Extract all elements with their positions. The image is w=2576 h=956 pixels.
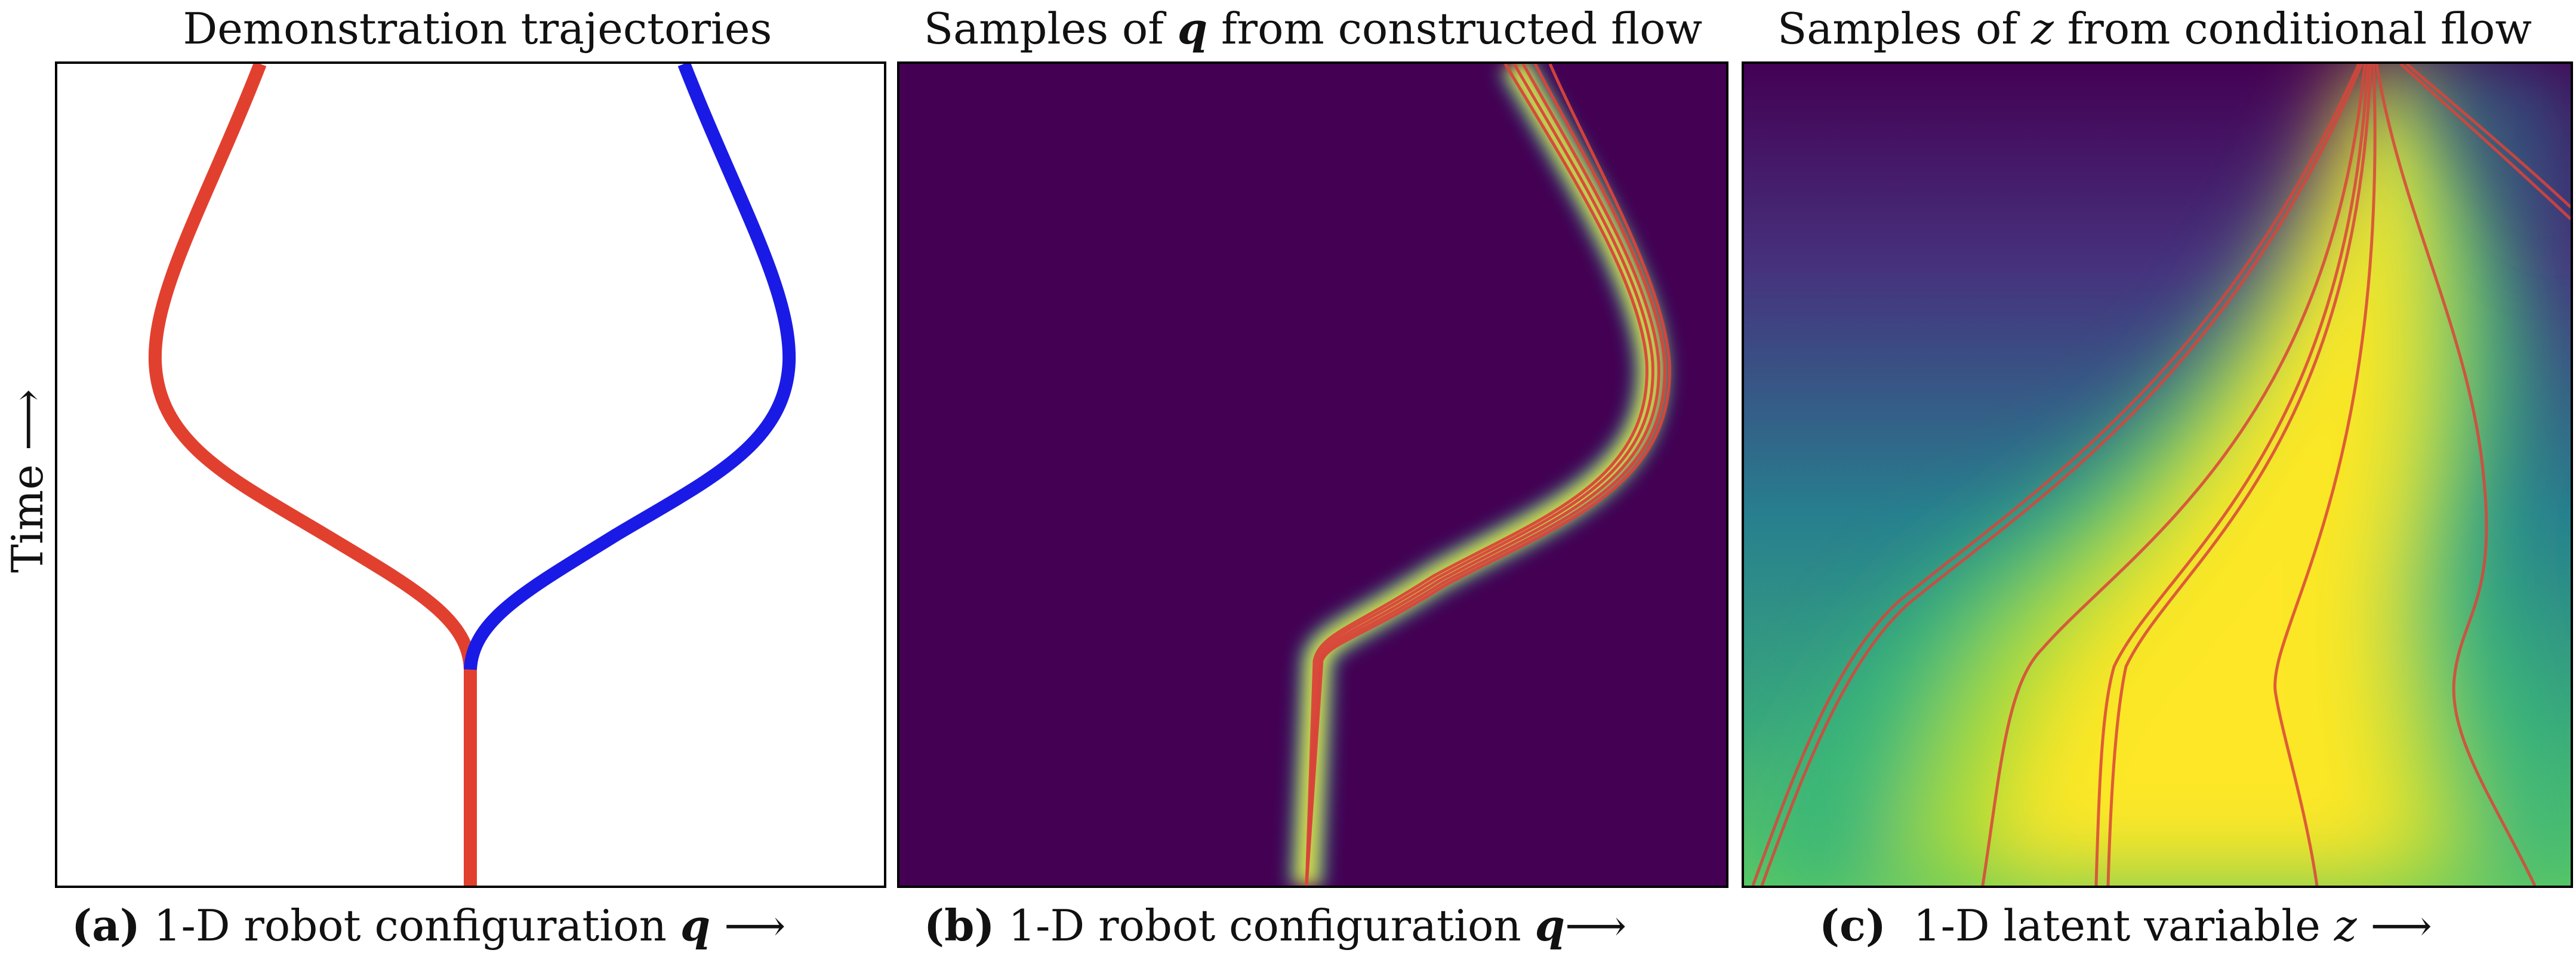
sample-line (1751, 64, 2361, 886)
panel-a-title-text: Demonstration trajectories (183, 4, 772, 54)
panel-a (55, 61, 886, 888)
sample-line (1305, 64, 1666, 886)
panel-b-title-symbol: q (1177, 3, 1208, 54)
panel-c-sample-lines (1751, 64, 2571, 886)
panel-c-plot (1744, 64, 2571, 886)
panel-b-title-suffix: from constructed flow (1207, 4, 1703, 54)
panel-b-caption-letter: (b) (924, 900, 995, 951)
sample-line (1305, 64, 1671, 886)
sample-line (1760, 64, 2364, 886)
panel-a-caption-text: 1-D robot configuration (140, 901, 680, 951)
panel-a-caption-letter: (a) (72, 900, 140, 951)
blue-trajectory (464, 64, 796, 670)
panel-c-title: Samples of z from conditional flow (1737, 7, 2572, 50)
sample-line (2094, 64, 2369, 886)
sample-line (1305, 64, 1660, 886)
panel-a-plot (148, 64, 796, 886)
sample-line (2375, 64, 2537, 886)
sample-line (2273, 64, 2377, 886)
panel-b-caption-text: 1-D robot configuration (994, 901, 1535, 951)
sample-line (1305, 64, 1648, 886)
panel-c-caption: (c) 1-D latent variable z ⟶ (1819, 904, 2432, 948)
panel-b-title-prefix: Samples of (923, 4, 1178, 54)
panel-c-caption-letter: (c) (1819, 900, 1886, 951)
arrow-right-icon: ⟶ (710, 901, 786, 951)
panel-c-caption-text: 1-D latent variable (1885, 901, 2334, 951)
panel-c-title-symbol: z (2030, 4, 2054, 54)
red-trajectory (148, 64, 477, 886)
sample-line (2399, 64, 2571, 220)
panel-c-title-suffix: from conditional flow (2053, 4, 2532, 54)
sample-line (1981, 64, 2367, 886)
panel-b-sample-lines (1305, 64, 1671, 886)
sample-line (2106, 64, 2372, 886)
panel-b (897, 61, 1728, 888)
panel-a-caption: (a) 1-D robot configuration q ⟶ (72, 904, 785, 948)
panel-b-plot (899, 64, 1726, 886)
panel-a-title: Demonstration trajectories (60, 7, 895, 50)
arrow-right-icon: ⟶ (1564, 901, 1627, 951)
panel-c (1742, 61, 2573, 888)
sample-line (1305, 64, 1654, 886)
arrow-right-icon: ⟶ (2356, 901, 2432, 951)
panel-c-title-prefix: Samples of (1777, 4, 2031, 54)
panel-c-caption-symbol: z (2334, 901, 2357, 951)
panel-a-caption-symbol: q (680, 900, 711, 951)
time-axis-label: Time ⟶ (2, 388, 53, 573)
panel-b-title: Samples of q from constructed flow (895, 7, 1731, 51)
panel-b-caption-symbol: q (1534, 900, 1565, 951)
sample-line (2405, 64, 2571, 208)
panel-b-caption: (b) 1-D robot configuration q⟶ (924, 904, 1626, 948)
